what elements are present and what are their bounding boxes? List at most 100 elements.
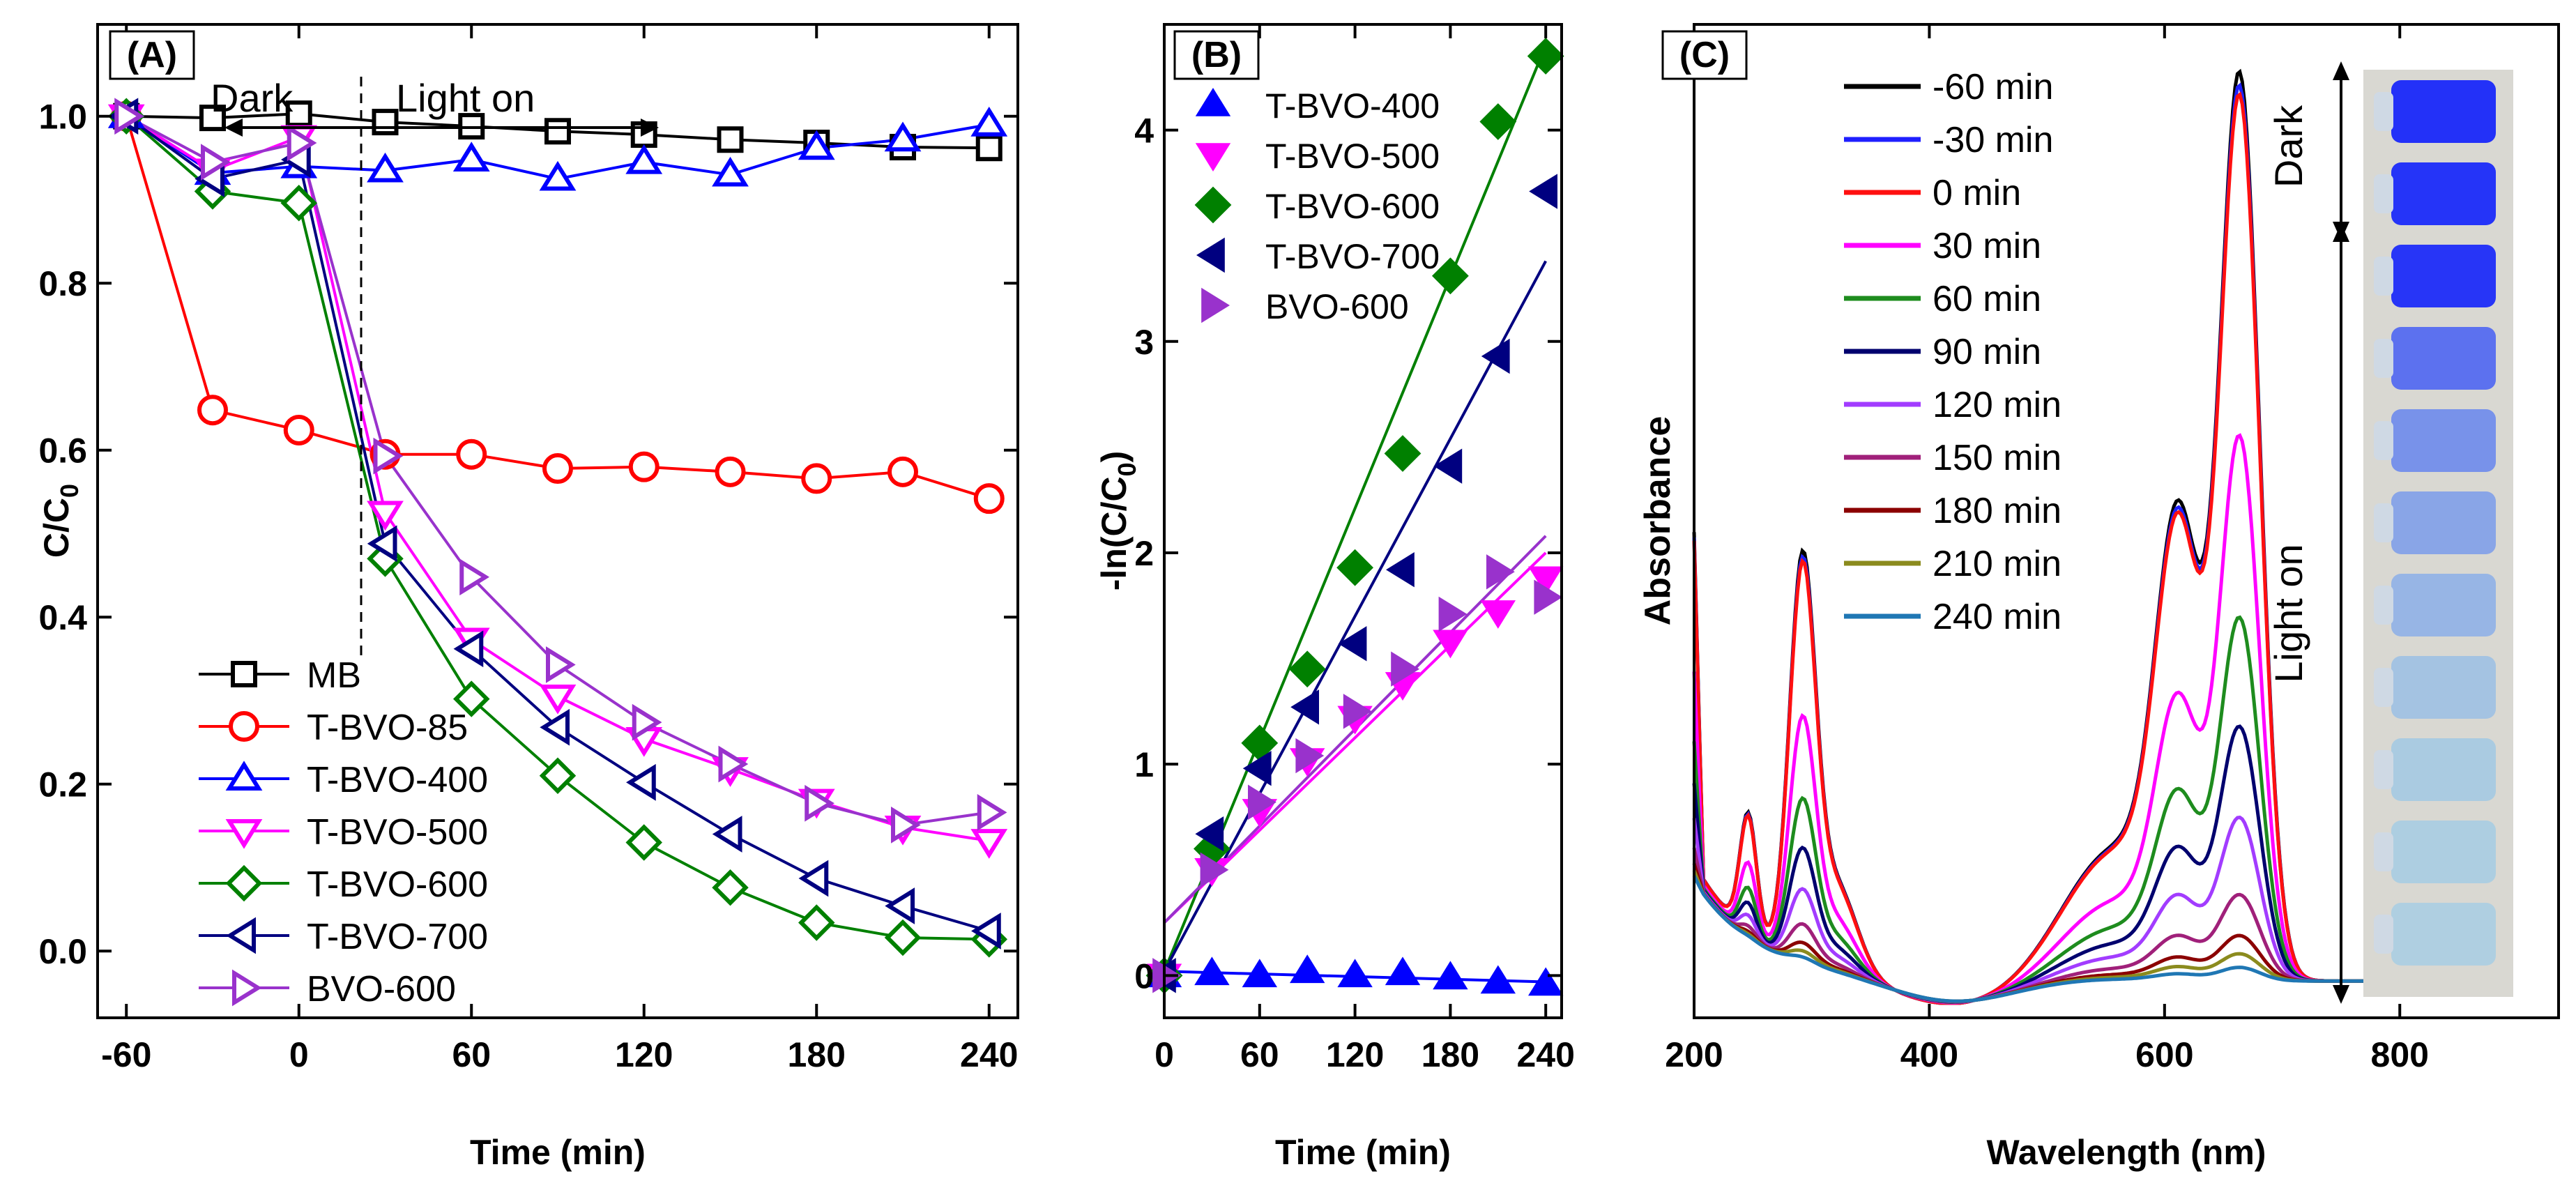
spectrum-0 min bbox=[1692, 91, 2400, 1005]
point-T-BVO-500 bbox=[367, 501, 404, 531]
point-T-BVO-85 bbox=[715, 456, 746, 487]
legend-marker-MB bbox=[231, 661, 257, 687]
point-T-BVO-400 bbox=[452, 142, 490, 171]
point-T-BVO-400 bbox=[884, 121, 922, 152]
legend-label: 0 min bbox=[1933, 173, 2021, 213]
cuvette bbox=[2391, 245, 2496, 307]
point-T-BVO-600 bbox=[1288, 650, 1326, 688]
legend-label: 240 min bbox=[1933, 597, 2061, 637]
point-MB bbox=[199, 105, 226, 132]
point-T-BVO-500 bbox=[1528, 566, 1564, 595]
legend-label: T-BVO-500 bbox=[1265, 137, 1440, 176]
fit-line-T-BVO-600 bbox=[1163, 45, 1548, 972]
cuvette-cap bbox=[2374, 174, 2393, 213]
cuvette bbox=[2391, 491, 2496, 554]
point-BVO-600 bbox=[891, 807, 921, 844]
panel-c-xlabel: Wavelength (nm) bbox=[1987, 1133, 2266, 1172]
spectrum-120 min bbox=[1692, 815, 2400, 1004]
point-BVO-600 bbox=[1438, 596, 1468, 632]
fit-line-T-BVO-700 bbox=[1163, 260, 1547, 972]
point-T-BVO-500 bbox=[539, 684, 577, 715]
panel-b-ytick-label: 1 bbox=[1134, 745, 1154, 784]
point-BVO-600 bbox=[1295, 738, 1325, 774]
point-T-BVO-700 bbox=[1195, 816, 1224, 852]
point-T-BVO-85 bbox=[197, 395, 228, 426]
cuvette-cap bbox=[2374, 339, 2393, 378]
legend-label: T-BVO-600 bbox=[1265, 187, 1440, 226]
panel-c-xtick-label: 400 bbox=[1900, 1035, 1958, 1074]
fit-line-T-BVO-500 bbox=[1163, 551, 1547, 924]
panel-a-xtick-label: -60 bbox=[101, 1035, 151, 1074]
point-T-BVO-700 bbox=[885, 887, 915, 924]
panel-b-label-box bbox=[1173, 30, 1260, 80]
point-T-BVO-600 bbox=[453, 680, 490, 717]
legend-label: 30 min bbox=[1933, 226, 2041, 266]
panel-a-ytick-label: 0.2 bbox=[38, 765, 87, 804]
panel-b-xtick-label: 180 bbox=[1422, 1035, 1479, 1074]
point-T-BVO-600 bbox=[1479, 103, 1517, 140]
point-BVO-600 bbox=[459, 558, 489, 596]
point-BVO-600 bbox=[287, 124, 317, 162]
legend-label: 210 min bbox=[1933, 544, 2061, 584]
legend-label: T-BVO-400 bbox=[1265, 86, 1440, 125]
point-BVO-600 bbox=[718, 745, 749, 783]
point-T-BVO-700 bbox=[798, 860, 829, 897]
cuvette-cap bbox=[2374, 586, 2393, 625]
point-T-BVO-700 bbox=[1433, 448, 1463, 484]
point-T-BVO-700 bbox=[453, 630, 484, 668]
legend-label: 180 min bbox=[1933, 491, 2061, 531]
panel-c: Dark Light on 200 400 600 800 (C) -60 min -3… bbox=[1638, 23, 2560, 1172]
cuvette bbox=[2391, 327, 2496, 390]
point-T-BVO-700 bbox=[1242, 751, 1272, 786]
legend-marker-T-BVO-85 bbox=[229, 711, 259, 742]
cuvette bbox=[2391, 656, 2496, 719]
legend-marker-T-BVO-700 bbox=[1196, 237, 1225, 273]
point-T-BVO-700 bbox=[712, 816, 742, 853]
panel-b-axes: 0 60 120 180 240 0 1 2 3 4 bbox=[1134, 24, 1575, 1074]
point-T-BVO-85 bbox=[456, 438, 487, 470]
panel-a-plot-area bbox=[107, 98, 1008, 958]
panel-b-frame bbox=[1163, 23, 1563, 1019]
cuvette-cap bbox=[2374, 832, 2393, 871]
legend-label: 150 min bbox=[1933, 438, 2061, 478]
panel-c-legend: -60 min -30 min 0 min 30 min 60 min 90 min 120… bbox=[1844, 67, 2061, 637]
point-T-BVO-700 bbox=[1386, 552, 1415, 588]
panel-a-xtick-label: 0 bbox=[289, 1035, 309, 1074]
point-T-BVO-600 bbox=[1432, 257, 1469, 295]
point-T-BVO-400 bbox=[1433, 961, 1468, 990]
legend-marker-T-BVO-600 bbox=[1194, 186, 1232, 224]
cuvette bbox=[2391, 574, 2496, 636]
light-arrow-head bbox=[641, 119, 659, 137]
panel-b-xlabel: Time (min) bbox=[1275, 1133, 1451, 1172]
point-T-BVO-700 bbox=[1338, 626, 1367, 662]
point-BVO-600 bbox=[546, 646, 576, 683]
point-T-BVO-500 bbox=[1480, 600, 1516, 629]
point-T-BVO-500 bbox=[970, 829, 1008, 859]
dark-annotation: Dark bbox=[211, 76, 294, 120]
panel-a-ytick-label: 1.0 bbox=[38, 98, 87, 137]
legend-label: MB bbox=[307, 655, 361, 696]
legend-label: -60 min bbox=[1933, 67, 2053, 107]
point-BVO-600 bbox=[114, 98, 144, 135]
point-T-BVO-700 bbox=[540, 708, 570, 746]
cuvette-cap bbox=[2374, 257, 2393, 296]
cuvette bbox=[2391, 162, 2496, 225]
point-T-BVO-700 bbox=[1290, 689, 1319, 725]
panel-c-plot-area bbox=[1692, 68, 2400, 1005]
point-BVO-600 bbox=[1534, 579, 1563, 615]
legend-marker-T-BVO-400 bbox=[225, 761, 263, 791]
cuvette-cap bbox=[2374, 503, 2393, 542]
point-BVO-600 bbox=[977, 794, 1007, 831]
panel-c-label: (C) bbox=[1679, 35, 1730, 75]
legend-label: T-BVO-85 bbox=[307, 708, 468, 748]
panel-b-ytick-label: 0 bbox=[1134, 956, 1154, 996]
cuvette bbox=[2391, 80, 2496, 143]
panel-b-xtick-label: 120 bbox=[1326, 1035, 1384, 1074]
legend-marker-BVO-600 bbox=[1201, 287, 1230, 323]
legend-label: T-BVO-500 bbox=[307, 812, 488, 853]
panel-b-legend: T-BVO-400 T-BVO-500 T-BVO-600 T-BVO-700 BVO-… bbox=[1194, 86, 1440, 326]
panel-b-ytick-label: 4 bbox=[1134, 112, 1154, 151]
point-T-BVO-400 bbox=[539, 160, 577, 191]
point-MB bbox=[975, 135, 1003, 162]
legend-label: T-BVO-700 bbox=[307, 917, 488, 957]
